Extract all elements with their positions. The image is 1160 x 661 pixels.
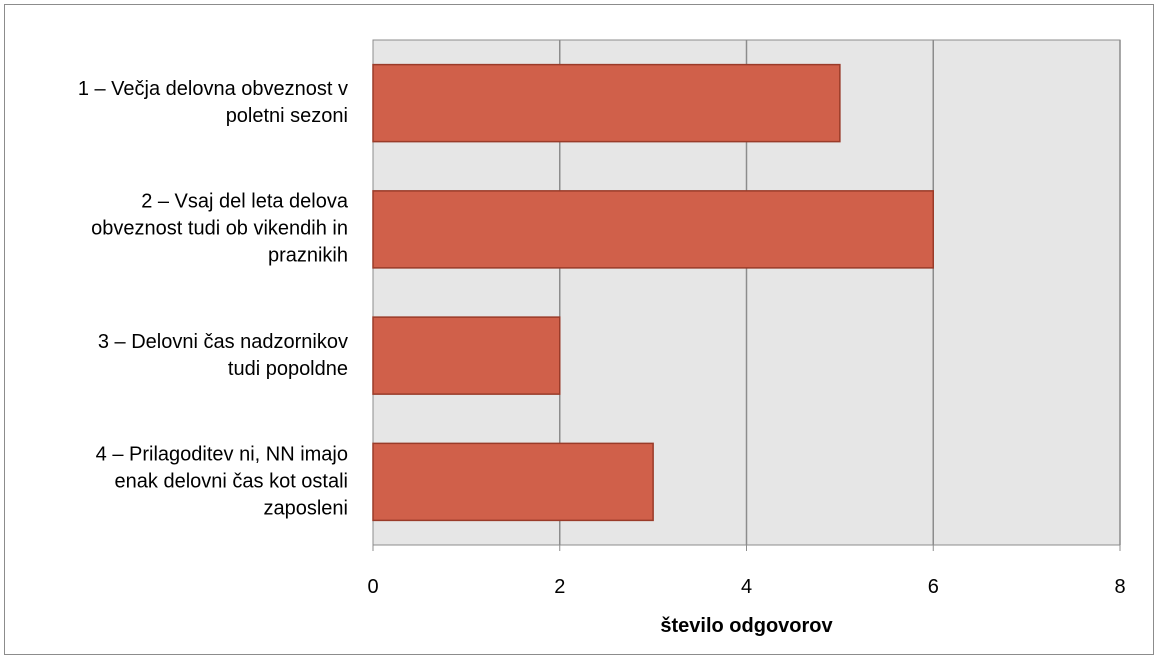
category-label-line: tudi popoldne [227,357,348,380]
category-label: 2 – Vsaj del leta delova obveznost tudi o… [8,189,348,270]
category-label-line: obveznost tudi ob vikendih in [91,217,348,240]
category-label-line: 4 – Prilagoditev ni, NN imajo [95,443,348,466]
category-label: 3 – Delovni čas nadzornikov tudi popoldne [8,329,348,383]
x-axis-title: število odgovorov [660,615,833,637]
category-label-line: 1 – Večja delovna obveznost v [77,78,348,101]
bar [372,442,654,522]
x-tick-label: 4 [741,576,752,598]
bar [372,316,561,395]
category-label-line: enak delovni čas kot ostali [114,470,348,493]
category-label-line: 2 – Vsaj del leta delova [141,190,348,213]
category-label-line: praznikih [267,244,348,267]
category-label-line: 3 – Delovni čas nadzornikov [97,330,348,353]
category-label: 4 – Prilagoditev ni, NN imajo enak delovn… [8,441,348,522]
x-tick-label: 8 [1114,576,1125,598]
category-label: 1 – Večja delovna obveznost v poletni sez… [8,76,348,130]
x-tick-label: 2 [554,576,565,598]
x-tick-label: 0 [367,576,378,598]
bar [372,63,841,143]
x-tick-label: 6 [928,576,939,598]
bar [372,190,934,269]
category-label-line: poletni sezoni [225,105,348,128]
category-label-line: zaposleni [263,497,348,520]
